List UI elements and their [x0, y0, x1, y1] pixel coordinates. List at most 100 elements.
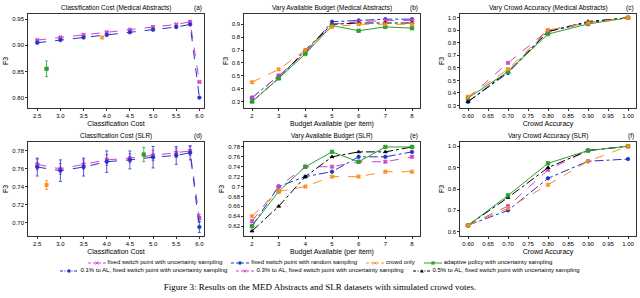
- svg-text:7: 7: [384, 113, 388, 119]
- svg-text:Crowd Accuracy: Crowd Accuracy: [523, 248, 574, 256]
- svg-text:0.80: 0.80: [542, 113, 554, 119]
- svg-text:(b): (b): [410, 4, 418, 12]
- svg-text:0.3: 0.3: [232, 99, 241, 105]
- svg-text:Vary Crowd Accuracy (SLR): Vary Crowd Accuracy (SLR): [508, 132, 588, 140]
- svg-text:0.90: 0.90: [12, 42, 24, 48]
- svg-text:0.4: 0.4: [448, 90, 457, 96]
- svg-text:5.5: 5.5: [172, 113, 181, 119]
- svg-text:F3: F3: [218, 185, 225, 193]
- svg-text:(d): (d): [194, 132, 202, 140]
- svg-text:(f): (f): [628, 132, 634, 140]
- svg-text:Crowd Accuracy: Crowd Accuracy: [523, 120, 574, 128]
- svg-text:F3: F3: [2, 57, 9, 65]
- svg-text:4.0: 4.0: [103, 113, 112, 119]
- svg-text:F3: F3: [2, 185, 9, 193]
- svg-text:1.00: 1.00: [622, 241, 634, 247]
- svg-text:0.80: 0.80: [542, 241, 554, 247]
- svg-text:0.95: 0.95: [602, 113, 614, 119]
- svg-text:0.5: 0.5: [448, 78, 457, 84]
- svg-text:0.7: 0.7: [232, 47, 241, 53]
- svg-text:3.0: 3.0: [56, 113, 65, 119]
- svg-text:0.4: 0.4: [232, 86, 241, 92]
- svg-text:3: 3: [277, 113, 281, 119]
- svg-text:0.5: 0.5: [232, 73, 241, 79]
- svg-text:(c): (c): [626, 4, 634, 12]
- svg-text:8: 8: [410, 241, 414, 247]
- svg-text:0.7: 0.7: [232, 184, 241, 190]
- svg-text:0.64: 0.64: [228, 213, 240, 219]
- svg-text:0.80: 0.80: [12, 95, 24, 101]
- svg-text:0.90: 0.90: [582, 113, 594, 119]
- svg-text:Classification Cost: Classification Cost: [87, 120, 145, 127]
- svg-text:Classification Cost: Classification Cost: [87, 248, 145, 255]
- svg-text:Vary Crowd Accuracy (Medical A: Vary Crowd Accuracy (Medical Abstracts): [489, 4, 608, 12]
- svg-text:0.9: 0.9: [448, 165, 457, 171]
- svg-text:3.5: 3.5: [79, 241, 88, 247]
- svg-text:5.0: 5.0: [149, 113, 158, 119]
- svg-text:6: 6: [357, 113, 361, 119]
- svg-text:0.74: 0.74: [12, 184, 24, 190]
- svg-text:2.5: 2.5: [33, 113, 42, 119]
- svg-text:2: 2: [250, 113, 254, 119]
- svg-text:0.95: 0.95: [12, 16, 24, 22]
- svg-text:Budget Available (per item): Budget Available (per item): [290, 248, 374, 256]
- svg-text:4.5: 4.5: [126, 241, 135, 247]
- svg-text:0.6: 0.6: [448, 229, 457, 235]
- svg-text:0.70: 0.70: [502, 113, 514, 119]
- svg-text:2.5: 2.5: [33, 241, 42, 247]
- svg-text:0.78: 0.78: [228, 144, 240, 150]
- svg-text:F3: F3: [222, 57, 229, 65]
- svg-text:0.60: 0.60: [462, 241, 474, 247]
- svg-text:8: 8: [410, 113, 414, 119]
- svg-text:0.70: 0.70: [502, 241, 514, 247]
- svg-text:5: 5: [330, 241, 334, 247]
- svg-text:6: 6: [357, 241, 361, 247]
- svg-text:4: 4: [304, 241, 308, 247]
- svg-text:0.6: 0.6: [448, 65, 457, 71]
- svg-text:0.85: 0.85: [562, 113, 574, 119]
- svg-text:Classification Cost (SLR): Classification Cost (SLR): [80, 132, 152, 140]
- svg-text:0.85: 0.85: [12, 69, 24, 75]
- svg-text:F3: F3: [438, 185, 445, 193]
- svg-text:7: 7: [384, 241, 388, 247]
- svg-text:0.95: 0.95: [602, 241, 614, 247]
- svg-text:Vary Available Budget (Medical: Vary Available Budget (Medical Abstracts…: [272, 4, 392, 12]
- svg-text:(a): (a): [194, 4, 202, 12]
- svg-text:3: 3: [277, 241, 281, 247]
- svg-text:1.0: 1.0: [448, 143, 457, 149]
- svg-text:F3: F3: [438, 57, 445, 65]
- svg-text:0.9: 0.9: [448, 27, 457, 33]
- svg-text:4: 4: [304, 113, 308, 119]
- svg-text:0.75: 0.75: [522, 241, 534, 247]
- svg-text:0.68: 0.68: [228, 194, 240, 200]
- svg-text:5.5: 5.5: [172, 241, 181, 247]
- svg-text:0.75: 0.75: [522, 113, 534, 119]
- svg-text:0.72: 0.72: [12, 202, 24, 208]
- svg-text:0.70: 0.70: [12, 220, 24, 226]
- svg-text:0.76: 0.76: [228, 154, 240, 160]
- svg-text:0.6: 0.6: [232, 60, 241, 66]
- svg-text:0.65: 0.65: [482, 113, 494, 119]
- svg-text:0.85: 0.85: [562, 241, 574, 247]
- svg-text:0.9: 0.9: [232, 21, 241, 27]
- svg-text:0.65: 0.65: [482, 241, 494, 247]
- svg-text:6.0: 6.0: [195, 113, 204, 119]
- svg-text:2: 2: [250, 241, 254, 247]
- svg-text:1.00: 1.00: [622, 113, 634, 119]
- svg-text:0.90: 0.90: [582, 241, 594, 247]
- svg-text:Budget Available (per item): Budget Available (per item): [290, 120, 374, 128]
- svg-text:0.72: 0.72: [228, 174, 240, 180]
- svg-text:0.7: 0.7: [448, 52, 457, 58]
- svg-text:4.0: 4.0: [103, 241, 112, 247]
- svg-text:1.0: 1.0: [448, 15, 457, 21]
- svg-text:0.62: 0.62: [228, 223, 240, 229]
- svg-text:6.0: 6.0: [195, 241, 204, 247]
- svg-text:0.3: 0.3: [448, 103, 457, 109]
- svg-text:Vary Available Budget (SLR): Vary Available Budget (SLR): [291, 132, 373, 140]
- svg-text:4.5: 4.5: [126, 113, 135, 119]
- svg-text:0.78: 0.78: [12, 148, 24, 154]
- svg-text:0.8: 0.8: [232, 34, 241, 40]
- svg-text:(e): (e): [410, 132, 418, 140]
- svg-text:Classification Cost (Medical A: Classification Cost (Medical Abstracts): [61, 4, 172, 12]
- svg-text:0.7: 0.7: [448, 207, 457, 213]
